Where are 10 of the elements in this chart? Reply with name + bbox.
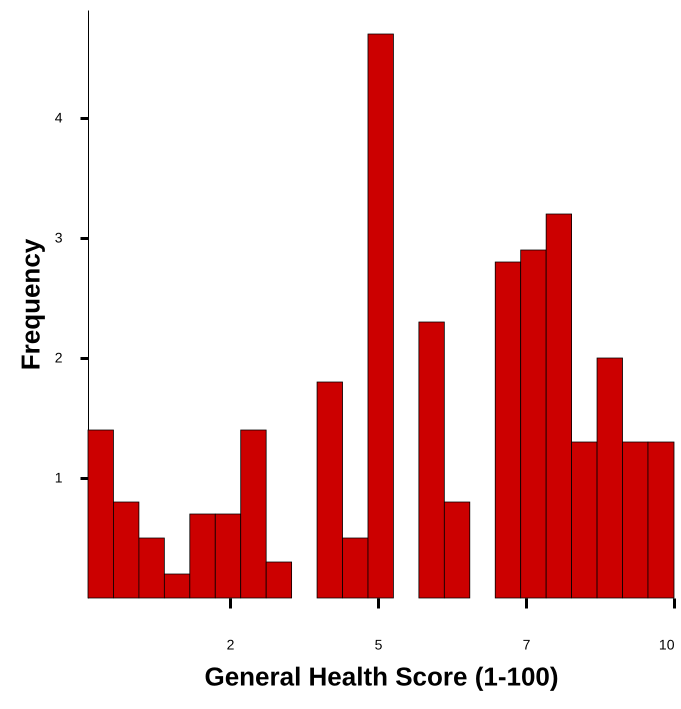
x-tick-label: 7 xyxy=(522,636,531,652)
x-tick-label: 2 xyxy=(226,636,235,652)
x-tick-label: 10 xyxy=(658,636,675,652)
y-axis-title: Frequency xyxy=(16,238,46,370)
x-tick-label: 5 xyxy=(374,636,383,652)
y-tick-label: 2 xyxy=(54,350,63,366)
x-axis-title: General Health Score (1-100) xyxy=(204,662,559,692)
y-tick-label: 1 xyxy=(54,470,63,486)
y-tick-label: 3 xyxy=(54,230,63,246)
y-tick-label: 4 xyxy=(54,110,63,126)
